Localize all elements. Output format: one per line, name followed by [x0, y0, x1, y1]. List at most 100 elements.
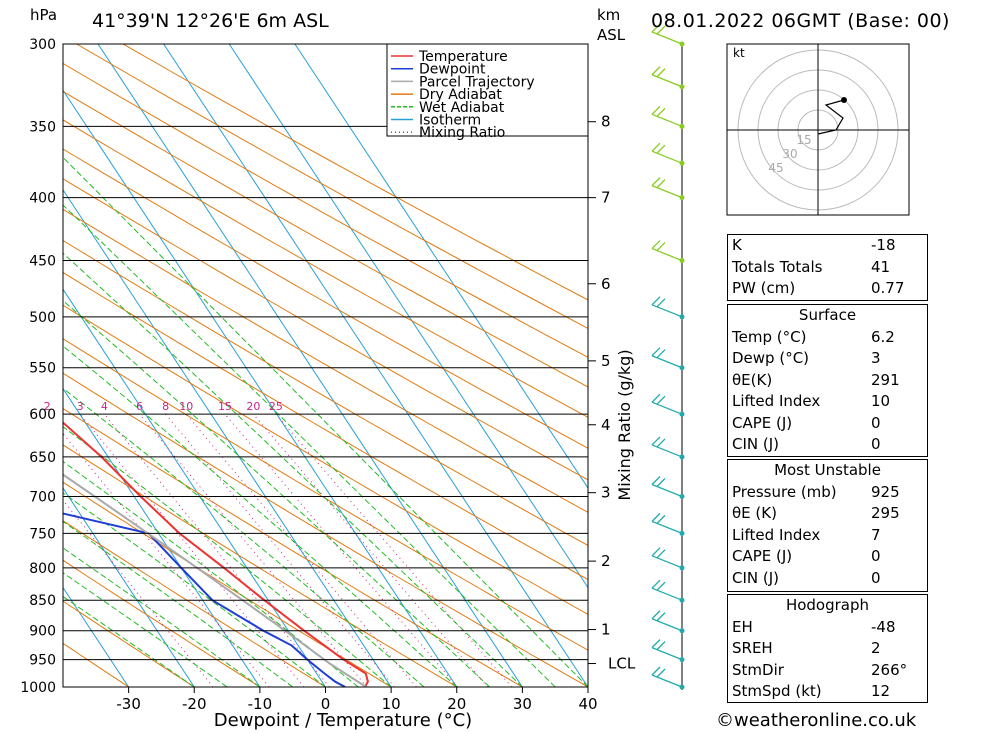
- copyright-link[interactable]: ©weatheronline.co.uk: [716, 710, 917, 731]
- isotherm-line: [294, 44, 588, 489]
- pressure-tick-label: 900: [29, 624, 56, 640]
- hodograph-unit: kt: [733, 46, 745, 60]
- isotherm-line: [63, 288, 326, 687]
- pressure-tick-label: 600: [29, 407, 56, 423]
- wind-barb: [651, 105, 683, 127]
- legend-label: Dewpoint: [419, 62, 486, 78]
- wind-barb: [651, 347, 683, 369]
- x-tick-label: 30: [513, 695, 532, 713]
- wet-adiabat-line: [63, 426, 392, 687]
- km-tick-label: LCL: [608, 655, 636, 673]
- surface-title: Surface: [798, 306, 857, 324]
- isotherm-line: [97, 44, 523, 687]
- legend-label: Mixing Ratio: [419, 125, 505, 141]
- pressure-tick-label: 500: [29, 310, 56, 326]
- km-tick-label: 5: [601, 352, 611, 370]
- most-unstable-title: Most Unstable: [774, 461, 881, 479]
- legend-label: Parcel Trajectory: [419, 74, 535, 90]
- parcel-trajectory-line: [63, 473, 367, 687]
- pressure-tick-label: 300: [29, 37, 56, 53]
- x-tick-label: 20: [447, 695, 466, 713]
- km-tick-label: 8: [601, 113, 611, 131]
- isotherm-line: [63, 387, 261, 687]
- wind-barb: [651, 579, 683, 601]
- km-tick-label: 4: [601, 416, 611, 434]
- km-tick-label: 7: [601, 189, 611, 207]
- hodograph-title: Hodograph: [785, 596, 870, 614]
- dry-adiabat-line: [63, 119, 588, 418]
- wind-barb: [651, 436, 683, 458]
- pressure-tick-label: 850: [29, 593, 56, 609]
- mixing-ratio-label: 10: [179, 400, 193, 413]
- isotherm-line: [63, 487, 195, 687]
- surface-table: Surface Temp (°C) 6.2 Dewp (°C) 3 θE(K) 291…: [727, 304, 928, 457]
- wind-barb: [651, 476, 683, 498]
- pressure-tick-label: 450: [29, 254, 56, 270]
- wind-barb: [651, 296, 683, 318]
- mixing-ratio-axis-label: Mixing Ratio (g/kg): [615, 349, 634, 500]
- hodograph-point: [841, 97, 847, 103]
- x-tick-label: 10: [382, 695, 401, 713]
- header-datetime: 08.01.2022 06GMT (Base: 00): [651, 10, 950, 32]
- mixing-ratio-line: [104, 413, 330, 687]
- mixing-ratio-label: 4: [101, 400, 108, 413]
- legend-label: Isotherm: [419, 113, 481, 129]
- wet-adiabat-line: [63, 492, 326, 687]
- wind-barb: [651, 23, 683, 45]
- wind-barb: [651, 610, 683, 632]
- mixing-ratio-line: [253, 413, 489, 687]
- wet-adiabat-line: [63, 387, 425, 687]
- km-tick-label: 3: [601, 484, 611, 502]
- wind-barb: [651, 547, 683, 569]
- x-tick-label: -10: [248, 695, 273, 713]
- header-km: km: [597, 6, 621, 24]
- indices-table: K -18 Totals Totals 41 PW (cm) 0.77: [727, 234, 928, 301]
- wind-barb: [651, 142, 683, 164]
- mixing-ratio-label: 2: [44, 400, 51, 413]
- x-tick-label: 0: [321, 695, 331, 713]
- mixing-ratio-label: 6: [136, 400, 143, 413]
- dry-adiabat-line: [63, 481, 392, 687]
- pressure-tick-label: 550: [29, 361, 56, 377]
- wet-adiabat-line: [63, 252, 523, 687]
- x-tick-label: 40: [578, 695, 597, 713]
- header-hpa: hPa: [30, 6, 58, 24]
- dry-adiabat-line: [63, 304, 588, 615]
- header-location: 41°39'N 12°26'E 6m ASL: [92, 10, 329, 32]
- dry-adiabat-line: [63, 90, 588, 388]
- hodograph-trace: [817, 99, 845, 135]
- wind-barb: [651, 393, 683, 415]
- temperature-line: [63, 421, 369, 687]
- legend-label: Dry Adiabat: [419, 87, 502, 103]
- pressure-tick-label: 1000: [20, 680, 56, 696]
- pressure-tick-label: 400: [29, 191, 56, 207]
- wind-barb: [651, 177, 683, 199]
- dewpoint-line: [63, 512, 346, 687]
- wind-barb: [651, 639, 683, 661]
- most-unstable-table: Most Unstable Pressure (mb) 925 θE (K) 295…: [727, 459, 928, 592]
- mixing-ratio-label: 15: [218, 400, 232, 413]
- x-tick-label: -30: [116, 695, 141, 713]
- dry-adiabat-line: [63, 520, 326, 687]
- dry-adiabat-line: [63, 559, 261, 687]
- pressure-tick-label: 700: [29, 490, 56, 506]
- dry-adiabat-line: [63, 62, 588, 358]
- header-asl: ASL: [597, 26, 626, 44]
- pressure-tick-label: 950: [29, 653, 56, 669]
- wet-adiabat-line: [63, 520, 293, 687]
- pressure-tick-label: 650: [29, 450, 56, 466]
- wind-barb: [651, 512, 683, 534]
- mixing-ratio-label: 20: [246, 400, 260, 413]
- pressure-tick-label: 800: [29, 561, 56, 577]
- legend-label: Temperature: [418, 49, 508, 65]
- isotherm-line: [63, 89, 458, 687]
- dry-adiabat-line: [63, 148, 588, 449]
- km-tick-label: 6: [601, 275, 611, 293]
- dry-adiabat-line: [63, 271, 588, 581]
- hodograph-ring-label: 45: [768, 161, 783, 175]
- km-tick-label: 2: [601, 552, 611, 570]
- pressure-tick-label: 750: [29, 526, 56, 542]
- pressure-tick-label: 350: [29, 119, 56, 135]
- legend-label: Wet Adiabat: [419, 100, 505, 116]
